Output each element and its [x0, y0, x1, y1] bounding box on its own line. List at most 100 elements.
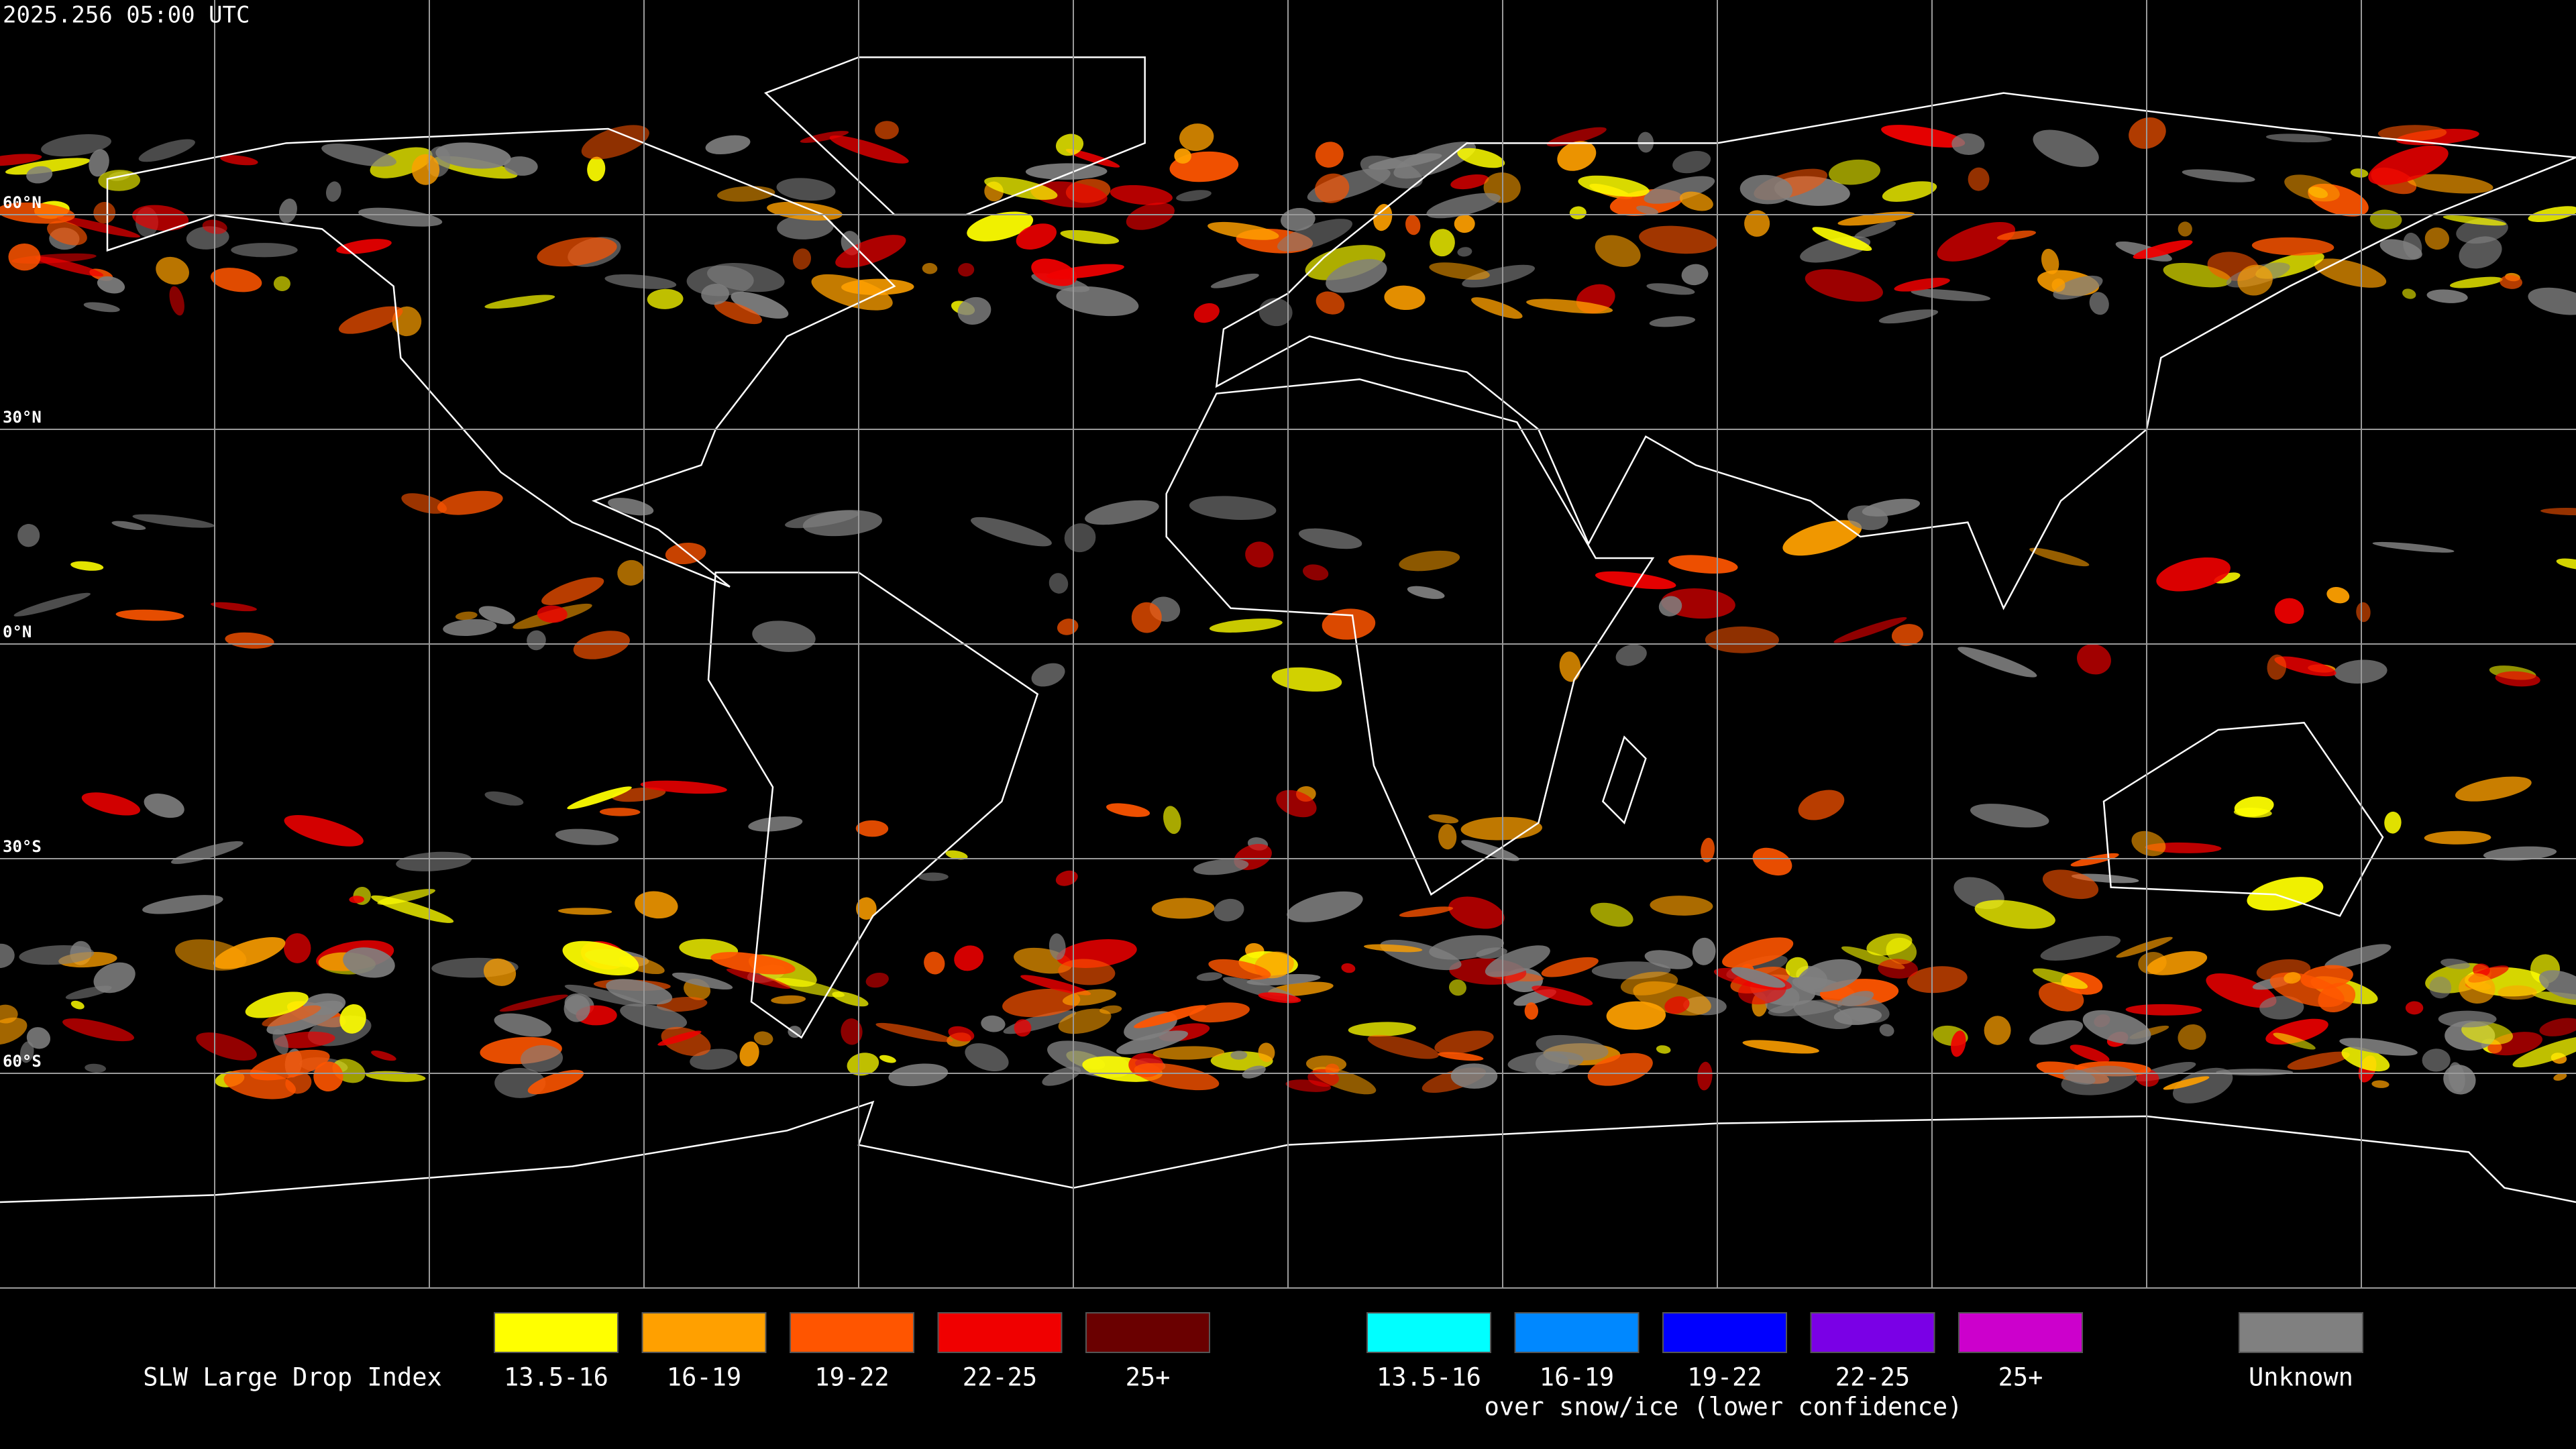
cloud-patch — [2042, 869, 2099, 900]
cloud-patch — [945, 850, 968, 860]
cloud-patch — [2341, 1046, 2390, 1072]
cloud-layer — [0, 117, 2576, 1104]
cloud-patch — [338, 306, 403, 334]
cloud-patch — [1894, 278, 1950, 292]
cloud-patch — [1881, 125, 1966, 148]
cloud-patch — [753, 1031, 773, 1046]
cloud-patch — [2405, 1001, 2424, 1015]
cloud-patch — [710, 952, 796, 975]
cloud-patch — [1656, 1045, 1671, 1054]
cloud-patch — [19, 945, 95, 965]
cloud-patch — [1692, 937, 1716, 965]
cloud-patch — [437, 490, 503, 515]
cloud-patch — [1134, 1063, 1220, 1091]
cloud-patch — [1428, 814, 1459, 824]
cloud-patch — [1281, 207, 1316, 231]
cloud-patch — [2424, 830, 2491, 845]
cloud-patch — [555, 828, 619, 845]
cloud-patch — [13, 592, 91, 616]
cloud-patch — [483, 958, 517, 986]
graticule — [0, 0, 2576, 1289]
cloud-patch — [1448, 896, 1505, 929]
cloud-patch — [321, 143, 396, 167]
cloud-patch — [1739, 174, 1793, 205]
cloud-patch — [2426, 289, 2468, 303]
cloud-patch — [1722, 937, 1794, 968]
cloud-patch — [231, 243, 298, 258]
cloud-patch — [81, 792, 140, 816]
cloud-patch — [879, 1055, 896, 1063]
cloud-patch — [2071, 873, 2139, 883]
cloud-patch — [19, 1041, 34, 1063]
cloud-patch — [647, 288, 684, 309]
cloud-patch — [2053, 275, 2103, 300]
cloud-patch — [2377, 125, 2447, 141]
cloud-patch — [1752, 847, 1792, 876]
cloud-patch — [1163, 806, 1181, 835]
coastline — [1601, 735, 1647, 824]
cloud-patch — [865, 972, 889, 988]
cloud-patch — [1429, 262, 1490, 280]
cloud-patch — [220, 155, 258, 166]
cloud-patch — [1049, 933, 1066, 960]
cloud-patch — [196, 1032, 257, 1061]
legend-label: 25+ — [1998, 1363, 2043, 1392]
cloud-patch — [2206, 973, 2277, 1008]
cloud-patch — [2539, 1018, 2576, 1036]
cloud-patch — [358, 207, 443, 227]
cloud-patch — [1639, 225, 1718, 254]
cloud-patch — [274, 1031, 335, 1049]
cloud-patch — [1258, 1042, 1275, 1063]
cloud-patch — [484, 294, 555, 309]
cloud-patch — [1131, 602, 1162, 633]
cloud-patch — [1782, 520, 1862, 556]
cloud-patch — [2379, 239, 2422, 260]
cloud-patch — [211, 602, 257, 612]
cloud-patch — [599, 808, 641, 816]
cloud-patch — [56, 216, 141, 238]
cloud-patch — [2041, 248, 2059, 274]
cloud-patch — [1196, 972, 1222, 981]
legend-label: 13.5-16 — [504, 1363, 608, 1392]
cloud-patch — [1471, 297, 1523, 319]
cloud-patch — [537, 237, 617, 267]
cloud-patch — [2029, 1020, 2084, 1045]
cloud-patch — [714, 301, 762, 325]
cloud-patch — [1367, 1034, 1439, 1059]
cloud-patch — [1277, 219, 1352, 252]
cloud-patch — [2500, 275, 2523, 289]
cloud-patch — [2116, 936, 2173, 958]
timestamp: 2025.256 05:00 UTC — [3, 2, 250, 29]
cloud-patch — [2082, 1010, 2151, 1044]
cloud-patch — [284, 933, 311, 963]
cloud-patch — [958, 263, 975, 277]
cloud-patch — [2350, 168, 2369, 178]
cloud-patch — [262, 1005, 321, 1027]
legend-label: 22-25 — [1835, 1363, 1910, 1392]
legend-swatch — [1366, 1312, 1491, 1353]
legend-label: 22-25 — [963, 1363, 1037, 1392]
cloud-patch — [1866, 933, 1913, 956]
cloud-patch — [210, 268, 262, 292]
cloud-patch — [672, 972, 733, 990]
latitude-label: 60°N — [3, 193, 42, 212]
cloud-patch — [1055, 870, 1078, 886]
cloud-patch — [1341, 963, 1356, 973]
cloud-patch — [371, 1050, 396, 1061]
cloud-patch — [2368, 145, 2449, 185]
cloud-patch — [1951, 133, 1985, 155]
legend-swatch — [1085, 1312, 1210, 1353]
cloud-patch — [776, 178, 836, 201]
cloud-patch — [888, 1063, 949, 1087]
cloud-patch — [2512, 1036, 2576, 1068]
cloud-patch — [504, 156, 538, 176]
cloud-patch — [1679, 191, 1713, 211]
cloud-patch — [604, 274, 677, 289]
cloud-patch — [2216, 1069, 2294, 1076]
cloud-patch — [2131, 830, 2166, 857]
cloud-patch — [435, 142, 511, 169]
cloud-patch — [1133, 1005, 1207, 1028]
cloud-patch — [1742, 1040, 1819, 1054]
cloud-patch — [1106, 803, 1150, 817]
